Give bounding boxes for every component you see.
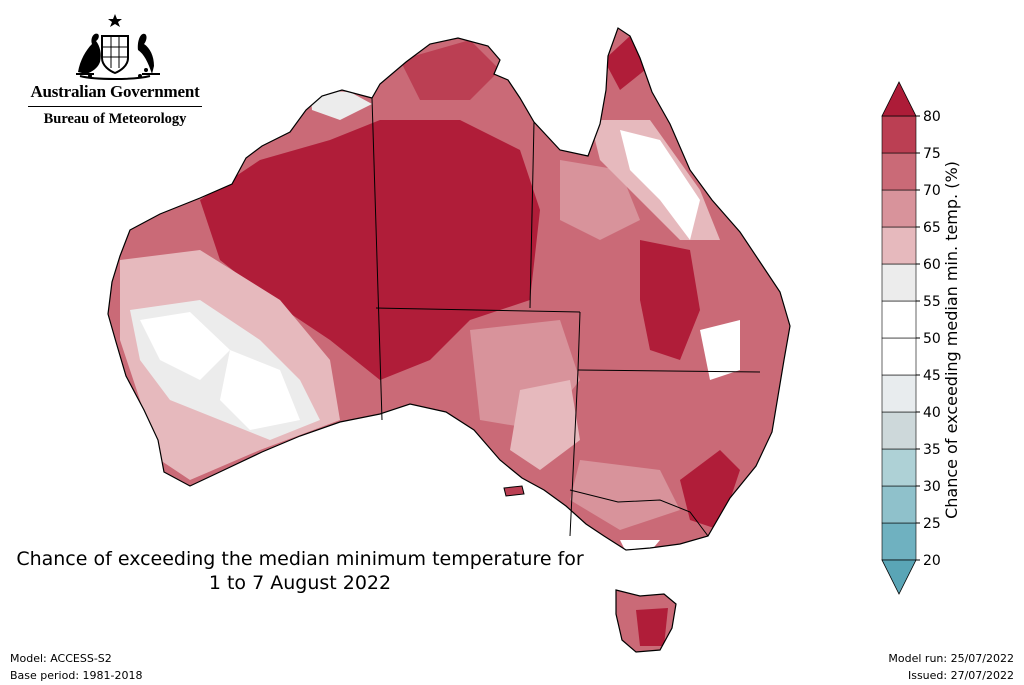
border-nsw-vic (569, 489, 709, 537)
colorbar-label: Chance of exceeding median min. temp. (%… (942, 161, 961, 519)
region-45-55-qld-coast (620, 130, 700, 240)
colorbar-band-35-40 (881, 411, 917, 450)
colorbar-band-45-50 (881, 337, 917, 376)
colorbar-band-55-60 (881, 263, 917, 302)
region-above-80-central-north (200, 120, 540, 380)
colorbar-band-50-55 (881, 300, 917, 339)
colorbar: 20 25 30 35 40 45 50 55 60 65 70 75 80 (881, 81, 941, 595)
region-45-55-se-qld (700, 320, 740, 380)
colorbar-tick-label: 65 (923, 220, 941, 236)
colorbar-band-40-45 (881, 374, 917, 413)
colorbar-tick-label: 60 (923, 257, 941, 273)
logo-divider (28, 106, 202, 107)
model-name: Model: ACCESS-S2 (10, 652, 112, 665)
region-60-65-sa-gulf (510, 380, 580, 470)
model-run-date: Model run: 25/07/2022 (888, 652, 1014, 665)
region-45-55-swwa-inland (140, 312, 230, 380)
region-55-60-kimberley (310, 90, 372, 120)
colorbar-band-30-35 (881, 448, 917, 487)
region-75-80-top-end (400, 40, 500, 100)
region-65-70-vic (570, 460, 680, 530)
state-borders (371, 97, 761, 537)
issued-date: Issued: 27/07/2022 (907, 669, 1014, 682)
region-above-80-central-qld (640, 240, 700, 360)
footer-left: Model: ACCESS-S2 Base period: 1981-2018 (10, 650, 142, 684)
base-period: Base period: 1981-2018 (10, 669, 143, 682)
colorbar-tick-label: 75 (923, 146, 941, 162)
title-line-2: 1 to 7 August 2022 (208, 572, 392, 594)
region-45-55-goldfields (220, 350, 300, 430)
map-title: Chance of exceeding the median minimum t… (0, 547, 600, 595)
colorbar-tick-label: 20 (923, 553, 941, 569)
colorbar-band-25-30 (881, 485, 917, 524)
colorbar-tick-label: 40 (923, 405, 941, 421)
border-nt-qld (529, 121, 535, 309)
border-nt-sa (375, 307, 581, 313)
colorbar-bands (881, 81, 917, 595)
colorbar-band-65-70 (881, 189, 917, 228)
region-above-80-cape-york (604, 36, 645, 90)
colorbar-tick-label: 70 (923, 183, 941, 199)
colorbar-tick-label: 45 (923, 368, 941, 384)
tasmania-probability-field (616, 590, 676, 652)
colorbar-band-75-80 (881, 115, 917, 154)
title-line-1: Chance of exceeding the median minimum t… (16, 548, 584, 570)
bureau-name: Bureau of Meteorology (43, 111, 187, 127)
colorbar-ticks: 20 25 30 35 40 45 50 55 60 65 70 75 80 (916, 109, 941, 569)
bom-logo: Australian Government Bureau of Meteorol… (20, 10, 210, 135)
border-qld-nsw (577, 369, 761, 373)
colorbar-under-arrow (881, 559, 917, 595)
government-name: Australian Government (30, 82, 200, 101)
colorbar-tick-label: 25 (923, 516, 941, 532)
kangaroo-island (503, 485, 525, 497)
tas-above-80 (636, 608, 668, 646)
colorbar-tick-label: 30 (923, 479, 941, 495)
colorbar-over-arrow (881, 81, 917, 117)
colorbar-band-70-75 (881, 152, 917, 191)
colorbar-tick-label: 50 (923, 331, 941, 347)
colorbar-band-20-25 (881, 522, 917, 561)
border-wa (371, 97, 383, 421)
colorbar-tick-label: 35 (923, 442, 941, 458)
footer-right: Model run: 25/07/2022 Issued: 27/07/2022 (888, 650, 1014, 684)
colorbar-tick-label: 80 (923, 109, 941, 125)
commonwealth-coat-of-arms-icon (76, 14, 160, 80)
colorbar-tick-label: 55 (923, 294, 941, 310)
colorbar-band-60-65 (881, 226, 917, 265)
